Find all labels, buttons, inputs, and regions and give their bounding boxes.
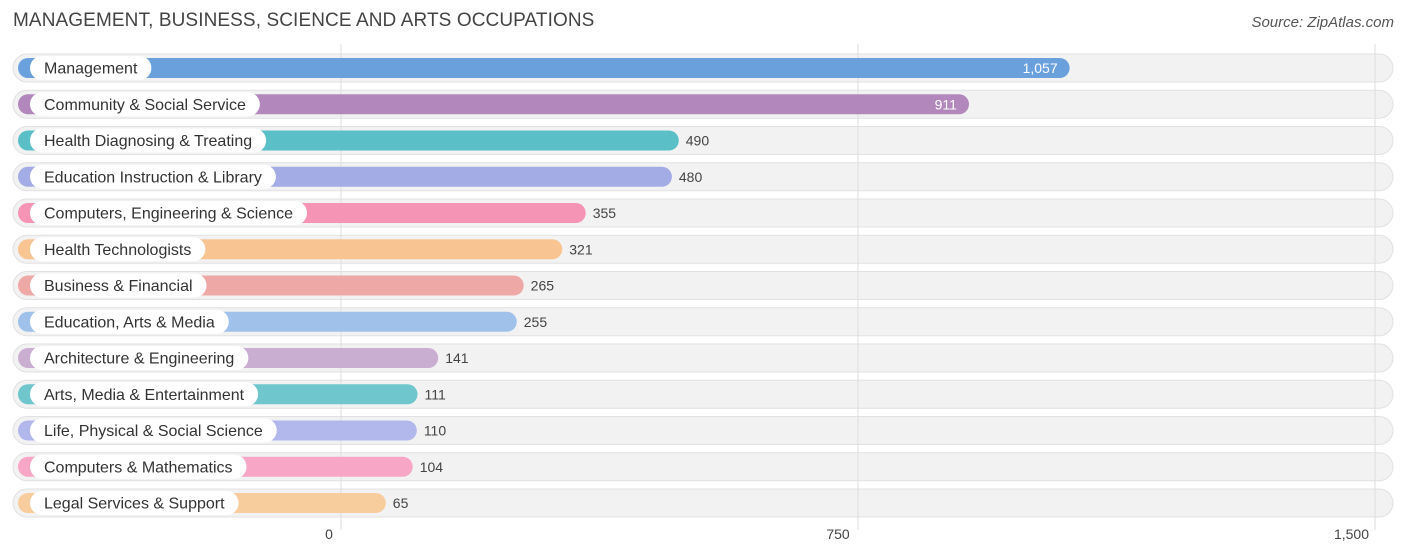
bar-category-label: Management [44, 61, 138, 78]
bar-row: Life, Physical & Social Science 110 [18, 418, 447, 443]
bar-row: Arts, Media & Entertainment 111 [18, 382, 446, 407]
bar-value-label: 104 [420, 459, 444, 475]
bar-row: Health Technologists 321 [18, 237, 593, 262]
label-pill [30, 92, 260, 117]
bar [18, 58, 1070, 78]
bar-category-label: Legal Services & Support [44, 496, 225, 513]
bar-row: Community & Social Service 911 [18, 92, 969, 117]
label-pill [30, 491, 239, 515]
bar-value-label: 911 [935, 96, 958, 112]
source-note: Source: ZipAtlas.com [1251, 14, 1394, 31]
bar-row: Education, Arts & Media 255 [18, 309, 548, 334]
bar-row: Health Diagnosing & Treating 490 [18, 128, 710, 153]
bar-row: Legal Services & Support 65 [18, 491, 409, 515]
label-pill [30, 454, 247, 479]
bar-category-label: Health Diagnosing & Treating [44, 133, 252, 150]
label-pill [30, 273, 207, 298]
bar-value-label: 65 [393, 495, 409, 511]
bar-value-label: 110 [424, 423, 447, 439]
bar-category-label: Arts, Media & Entertainment [44, 387, 245, 404]
x-tick-label: 1,500 [1334, 526, 1369, 542]
x-tick-label: 750 [826, 526, 850, 542]
bar-category-label: Education Instruction & Library [44, 169, 262, 186]
bar-category-label: Business & Financial [44, 278, 193, 295]
label-pill [30, 201, 308, 225]
bar-row: Computers & Mathematics 104 [18, 454, 444, 479]
label-pill [30, 346, 249, 370]
bar-value-label: 480 [679, 169, 703, 185]
bar-row: Business & Financial 265 [18, 273, 555, 298]
chart-title: MANAGEMENT, BUSINESS, SCIENCE AND ARTS O… [13, 10, 595, 31]
bar-value-label: 265 [531, 278, 555, 294]
label-pill [30, 418, 277, 443]
bar-value-label: 355 [593, 205, 617, 221]
bar-category-label: Community & Social Service [44, 97, 246, 114]
bar-value-label: 255 [524, 314, 548, 330]
bar-row: Computers, Engineering & Science 355 [18, 201, 616, 225]
bar-row: Management 1,057 [18, 56, 1070, 80]
bar-value-label: 1,057 [1023, 60, 1058, 76]
bar-category-label: Computers, Engineering & Science [44, 206, 293, 223]
bar-row: Education Instruction & Library 480 [18, 164, 703, 189]
label-pill [30, 382, 259, 407]
bar-value-label: 141 [445, 350, 469, 366]
bar-category-label: Life, Physical & Social Science [44, 423, 263, 440]
bar-category-label: Computers & Mathematics [44, 459, 233, 476]
bar-category-label: Health Technologists [44, 242, 191, 259]
bar-value-label: 321 [569, 241, 593, 257]
bar-category-label: Architecture & Engineering [44, 351, 234, 368]
bars: Management 1,057 Community & Social Servic… [18, 56, 1070, 515]
label-pill [30, 164, 276, 189]
bar-value-label: 490 [686, 133, 710, 149]
bar-row: Architecture & Engineering 141 [18, 346, 469, 370]
bar-category-label: Education, Arts & Media [44, 314, 215, 331]
label-pill [30, 56, 152, 80]
label-pill [30, 309, 229, 334]
x-tick-label: 0 [325, 526, 333, 542]
label-pill [30, 237, 206, 262]
bar-value-label: 111 [425, 386, 446, 402]
label-pill [30, 128, 267, 153]
x-axis-ticks: 0 750 1,500 [325, 526, 1369, 542]
